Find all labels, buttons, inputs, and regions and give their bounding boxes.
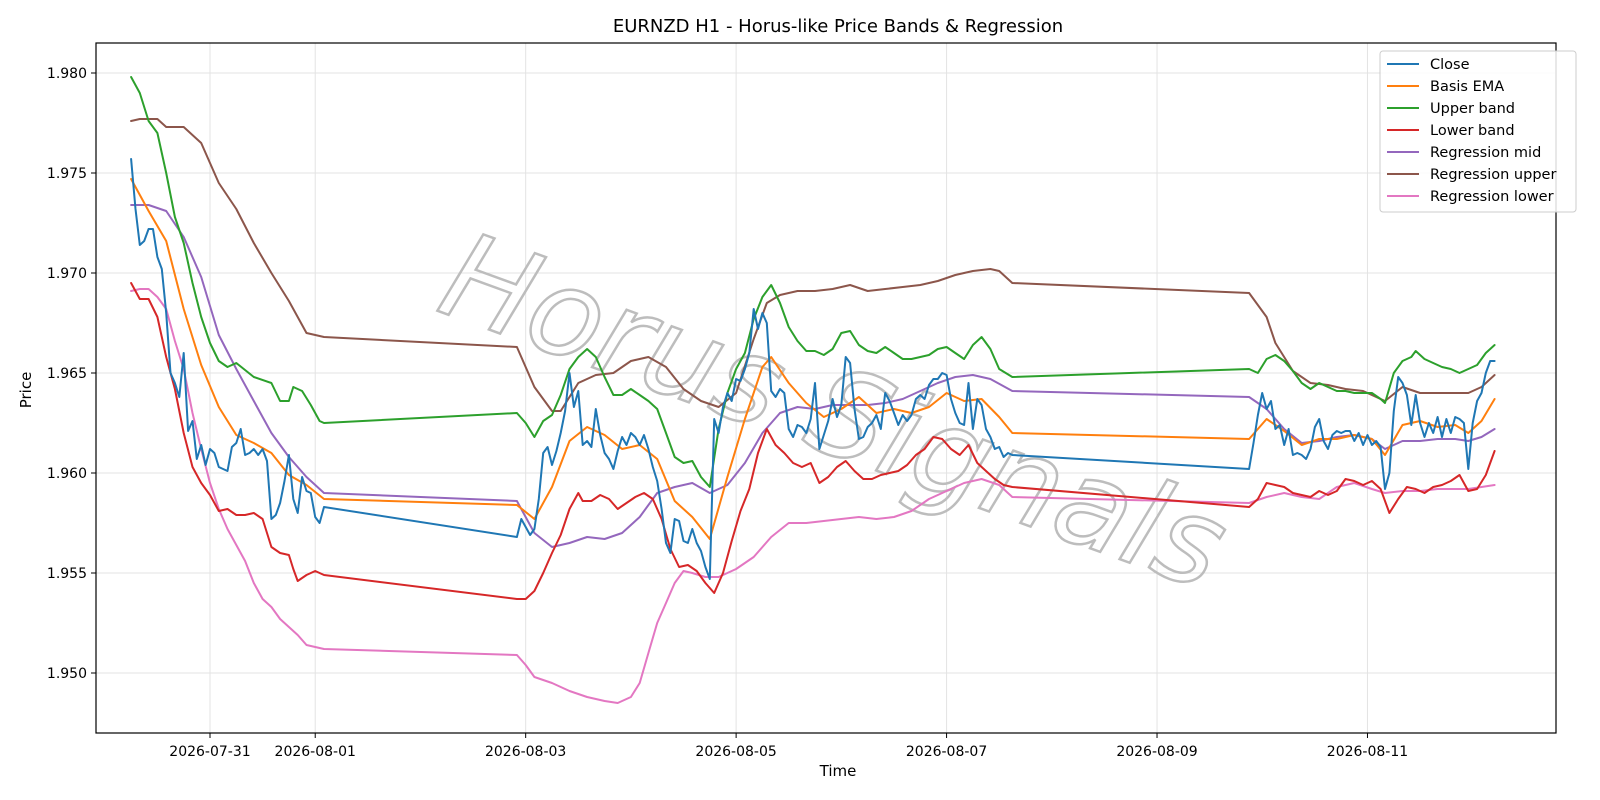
legend-label-regression-mid: Regression mid (1430, 145, 1541, 161)
x-tick-label: 2026-08-03 (485, 744, 566, 760)
series-line-lower-band (130, 282, 1496, 600)
y-tick-label: 1.980 (47, 66, 87, 82)
y-tick-label: 1.950 (47, 666, 87, 682)
legend: Close Basis EMA Upper band Lower band Regres… (1379, 50, 1577, 213)
legend-label-upper-band: Upper band (1430, 101, 1515, 117)
x-tick-label: 2026-08-01 (275, 744, 356, 760)
series-line-upper-band (130, 76, 1496, 488)
series-line-close (130, 158, 1496, 580)
plot-area-frame (95, 42, 1557, 734)
series-line-regression-upper (130, 118, 1496, 412)
x-axis-label: Time (819, 762, 857, 780)
grid-lines (96, 43, 1556, 733)
legend-label-regression-upper: Regression upper (1430, 167, 1556, 183)
legend-box (1379, 50, 1577, 213)
y-axis-ticks: 1.950 1.955 1.960 1.965 1.970 1.975 1.980 (47, 66, 96, 682)
x-tick-label: 2026-07-31 (169, 744, 250, 760)
x-tick-label: 2026-08-07 (906, 744, 987, 760)
y-tick-label: 1.970 (47, 266, 87, 282)
y-tick-label: 1.965 (47, 366, 87, 382)
y-tick-label: 1.975 (47, 166, 87, 182)
series-lines (130, 76, 1496, 704)
series-line-basis-ema (130, 178, 1496, 540)
x-tick-label: 2026-08-05 (695, 744, 776, 760)
legend-label-lower-band: Lower band (1430, 123, 1515, 139)
x-tick-label: 2026-08-11 (1327, 744, 1408, 760)
legend-label-close: Close (1430, 57, 1470, 73)
legend-label-regression-lower: Regression lower (1430, 189, 1554, 205)
y-tick-label: 1.955 (47, 566, 87, 582)
x-axis-ticks: 2026-07-31 2026-08-01 2026-08-03 2026-08-05… (169, 733, 1408, 760)
y-axis-label: Price (17, 372, 35, 409)
chart-title: EURNZD H1 - Horus-like Price Bands & Reg… (613, 16, 1063, 37)
x-tick-label: 2026-08-09 (1116, 744, 1197, 760)
series-line-regression-lower (130, 288, 1496, 704)
legend-label-basis-ema: Basis EMA (1430, 79, 1504, 95)
y-tick-label: 1.960 (47, 466, 87, 482)
